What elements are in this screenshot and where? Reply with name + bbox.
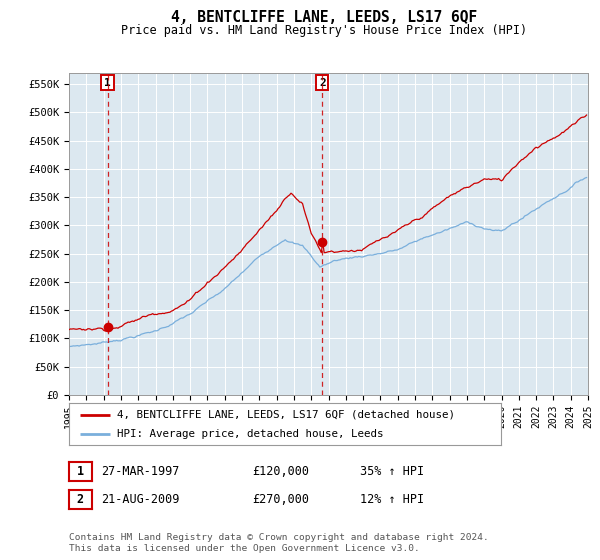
Text: £120,000: £120,000 bbox=[252, 465, 309, 478]
Text: 27-MAR-1997: 27-MAR-1997 bbox=[101, 465, 179, 478]
Text: £270,000: £270,000 bbox=[252, 493, 309, 506]
Text: Price paid vs. HM Land Registry's House Price Index (HPI): Price paid vs. HM Land Registry's House … bbox=[121, 24, 527, 36]
Text: 21-AUG-2009: 21-AUG-2009 bbox=[101, 493, 179, 506]
Text: 2: 2 bbox=[319, 78, 326, 87]
Text: 12% ↑ HPI: 12% ↑ HPI bbox=[360, 493, 424, 506]
Text: 35% ↑ HPI: 35% ↑ HPI bbox=[360, 465, 424, 478]
Text: 1: 1 bbox=[77, 465, 84, 478]
Text: 4, BENTCLIFFE LANE, LEEDS, LS17 6QF: 4, BENTCLIFFE LANE, LEEDS, LS17 6QF bbox=[171, 10, 477, 25]
Text: HPI: Average price, detached house, Leeds: HPI: Average price, detached house, Leed… bbox=[116, 429, 383, 439]
Text: 4, BENTCLIFFE LANE, LEEDS, LS17 6QF (detached house): 4, BENTCLIFFE LANE, LEEDS, LS17 6QF (det… bbox=[116, 410, 455, 420]
Text: 2: 2 bbox=[77, 493, 84, 506]
Text: 1: 1 bbox=[104, 78, 111, 87]
Text: Contains HM Land Registry data © Crown copyright and database right 2024.
This d: Contains HM Land Registry data © Crown c… bbox=[69, 533, 489, 553]
